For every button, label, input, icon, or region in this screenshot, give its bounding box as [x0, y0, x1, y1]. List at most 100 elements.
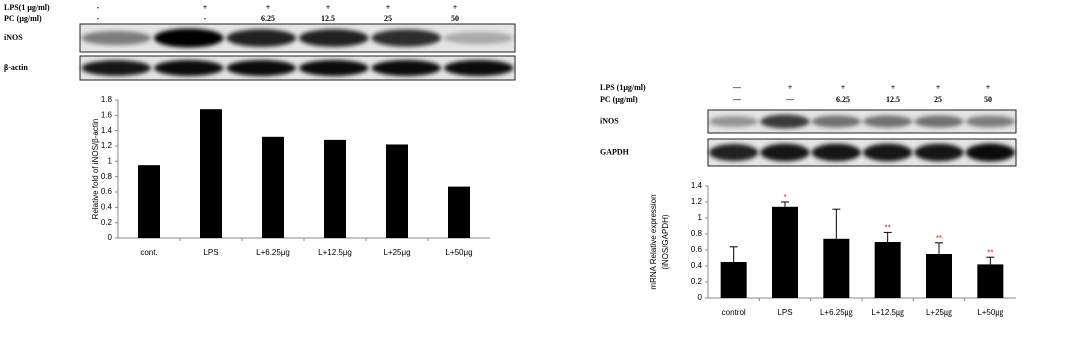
- blot-cell: +: [266, 3, 271, 12]
- blot-band: [226, 60, 297, 76]
- blot-cell: +: [936, 83, 941, 92]
- blot-cell: +: [203, 3, 208, 12]
- y-tick-label: 0.2: [691, 277, 703, 286]
- blot-cell: +: [326, 3, 331, 12]
- bar: [448, 186, 470, 238]
- blot-band: [811, 143, 861, 162]
- y-tick-label: 1.4: [691, 181, 703, 190]
- blot-band: [371, 29, 442, 47]
- x-tick-label: L+50μg: [445, 248, 472, 257]
- blot-cell: 6.25: [836, 95, 850, 104]
- x-tick-label: LPS: [777, 308, 792, 317]
- bar: [200, 109, 222, 238]
- blot-panel: [79, 55, 516, 81]
- bar: [386, 144, 408, 238]
- blot-row-label: LPS(1 μg/ml): [4, 3, 50, 12]
- x-tick-label: L+12.5μg: [318, 248, 352, 257]
- blot-cell: 6.25: [261, 14, 275, 23]
- blot-band: [811, 115, 861, 128]
- significance-mark: **: [987, 248, 993, 257]
- y-tick-label: 0.6: [101, 187, 113, 196]
- bar: [324, 139, 346, 238]
- significance-mark: *: [783, 193, 786, 202]
- x-tick-label: L+50㎍: [977, 308, 1003, 318]
- blot-cell: 25: [384, 14, 392, 23]
- blot-cell: -: [204, 14, 207, 23]
- x-tick-label: L+6.25μg: [256, 248, 290, 257]
- blot-cell: +: [841, 83, 846, 92]
- blot-band: [863, 143, 913, 162]
- x-tick-label: LPS: [203, 248, 218, 257]
- blot-band: [81, 60, 152, 76]
- y-tick-label: 0.8: [101, 172, 113, 181]
- blot-band: [153, 60, 224, 76]
- y-tick-label: 1.8: [101, 95, 113, 104]
- x-tick-label: control: [722, 308, 746, 317]
- blot-band: [760, 114, 810, 129]
- blot-panel: [707, 138, 1017, 167]
- blot-row-label: PC (μg/ml): [600, 95, 638, 104]
- blot-band: [226, 29, 297, 47]
- y-tick-label: 0.6: [691, 245, 703, 254]
- blot-cell: -: [97, 3, 100, 12]
- error-bar: [729, 246, 738, 262]
- blot-cell: +: [891, 83, 896, 92]
- bar: [874, 242, 901, 298]
- blot-band: [965, 143, 1015, 162]
- blot-cell: —: [732, 83, 742, 92]
- y-tick-label: 1: [698, 213, 703, 222]
- blot-cell: +: [788, 83, 793, 92]
- x-tick-label: L+6.25㎍: [820, 308, 853, 318]
- blot-band-label: β-actin: [4, 63, 28, 72]
- blot-cell: 50: [451, 14, 459, 23]
- blot-cell: 50: [984, 95, 992, 104]
- bar: [262, 136, 284, 238]
- y-tick-label: 0.4: [691, 261, 703, 270]
- blot-band: [760, 143, 810, 162]
- y-axis-label: mRNA Relative expression: [649, 194, 658, 289]
- blot-band: [298, 60, 369, 76]
- bar: [823, 238, 850, 298]
- blot-cell: —: [732, 95, 742, 104]
- blot-cell: 25: [934, 95, 942, 104]
- blot-band: [153, 28, 224, 48]
- y-tick-label: 0.4: [101, 202, 113, 211]
- y-tick-label: 0: [108, 233, 113, 242]
- blot-band-label: iNOS: [600, 116, 619, 125]
- blot-band: [298, 29, 369, 47]
- blot-band: [863, 115, 913, 128]
- blot-band: [443, 60, 514, 76]
- y-tick-label: 1.2: [691, 197, 703, 206]
- y-tick-label: 0: [698, 293, 703, 302]
- blot-band: [371, 60, 442, 76]
- blot-cell: —: [785, 95, 795, 104]
- blot-row-label: LPS (1μg/ml): [600, 83, 646, 92]
- blot-band-label: GAPDH: [600, 147, 630, 156]
- bar: [138, 165, 160, 238]
- blot-band: [914, 143, 964, 162]
- bar: [772, 206, 798, 298]
- y-tick-label: 0.2: [101, 218, 113, 227]
- y-tick-label: 1.6: [101, 110, 113, 119]
- y-tick-label: 1.2: [101, 141, 113, 150]
- error-bar: [883, 231, 892, 242]
- blot-band: [709, 116, 759, 127]
- blot-cell: +: [453, 3, 458, 12]
- blot-band: [965, 115, 1015, 128]
- bar: [977, 264, 1004, 298]
- y-axis-label: (iNOS/GAPDH): [661, 214, 670, 269]
- blot-row-label: PC (μg/ml): [4, 14, 42, 23]
- blot-cell: 12.5: [886, 95, 900, 104]
- blot-band-label: iNOS: [4, 33, 23, 42]
- blot-cell: -: [97, 14, 100, 23]
- x-tick-label: L+12.5㎍: [871, 308, 904, 318]
- blot-band: [914, 115, 964, 128]
- error-bar: [832, 208, 841, 239]
- y-tick-label: 0.8: [691, 229, 703, 238]
- blot-panel: [79, 23, 516, 53]
- blot-band: [709, 143, 759, 162]
- error-bar: [781, 201, 789, 207]
- blot-cell: 12.5: [321, 14, 335, 23]
- x-tick-label: L+25㎍: [926, 308, 952, 318]
